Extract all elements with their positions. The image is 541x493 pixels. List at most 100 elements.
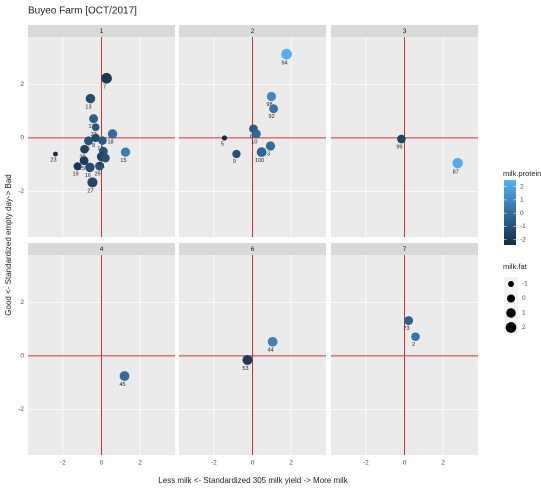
y-tick-label: -2: [18, 406, 24, 413]
point-label: 3: [267, 152, 270, 158]
colorbar-label: 0: [520, 210, 524, 217]
point-label: 27: [87, 188, 93, 194]
point-label: 5: [221, 142, 224, 148]
x-tick-label: 2: [289, 460, 293, 467]
point-label: 73: [403, 326, 409, 332]
point-label: 9: [233, 159, 236, 165]
colorbar-label: -1: [520, 223, 526, 230]
size-key-point: [506, 308, 516, 318]
point-label: 87: [453, 169, 459, 175]
point: [100, 153, 110, 163]
strip: [179, 243, 326, 255]
point: [232, 149, 241, 159]
point: [101, 72, 112, 84]
y-tick-label: 0: [20, 135, 24, 142]
strip: [331, 243, 478, 255]
point-label: 44: [268, 348, 274, 354]
point-label: 25: [79, 166, 85, 172]
strip: [331, 25, 478, 37]
point: [256, 147, 267, 158]
point-label: 45: [119, 382, 125, 388]
point-label: 4: [98, 162, 101, 168]
point: [107, 129, 118, 139]
point: [266, 91, 277, 102]
point-label: 8: [92, 143, 95, 149]
point-label: 94: [281, 60, 287, 66]
point: [281, 48, 292, 60]
point-label: 100: [255, 158, 264, 164]
size-legend-title: milk.fat: [503, 262, 528, 271]
point: [98, 136, 107, 145]
chart-title: Buyeo Farm [OCT/2017]: [28, 6, 137, 17]
point: [404, 316, 414, 326]
point: [80, 144, 89, 154]
size-key-point: [508, 281, 514, 287]
point-label: 17: [89, 124, 95, 130]
point: [53, 151, 58, 157]
size-label: 0: [522, 295, 526, 302]
point: [87, 177, 98, 188]
point-label: 7: [103, 85, 106, 91]
point-label: 18: [107, 140, 113, 146]
point: [242, 354, 253, 365]
size-key-point: [505, 322, 517, 333]
point: [251, 129, 261, 139]
point: [79, 156, 89, 166]
x-tick-label: -2: [363, 460, 369, 467]
point-label: 2: [412, 342, 415, 348]
y-tick-label: 2: [20, 299, 24, 306]
point: [452, 157, 463, 169]
colorbar-label: -2: [520, 236, 526, 243]
strip-label: 7: [403, 246, 407, 253]
point-label: 53: [242, 366, 248, 372]
strip-label: 2: [251, 28, 255, 35]
point: [91, 123, 100, 132]
size-label: -1: [522, 281, 528, 288]
point: [84, 136, 94, 146]
colorbar-label: 1: [520, 197, 524, 204]
point: [267, 336, 278, 347]
strip: [28, 25, 175, 37]
point-label: 23: [50, 157, 56, 163]
color-legend-title: milk.protein: [503, 169, 541, 178]
point-label: 98: [266, 102, 272, 108]
size-key-point: [506, 294, 516, 303]
point-label: 19: [72, 171, 78, 177]
point: [89, 114, 99, 124]
strip-label: 1: [100, 28, 104, 35]
strip-label: 3: [403, 28, 407, 35]
point: [95, 161, 105, 171]
strip: [179, 25, 326, 37]
point-label: 6: [250, 134, 253, 140]
point-label: 16: [85, 173, 91, 179]
x-tick-label: 0: [251, 460, 255, 467]
size-label: 1: [522, 310, 526, 317]
x-tick-label: -2: [60, 460, 66, 467]
y-tick-label: 2: [20, 81, 24, 88]
x-axis-title: Less milk <- Standardized 305 milk yield…: [158, 476, 348, 485]
x-tick-label: 0: [403, 460, 407, 467]
point: [85, 162, 95, 173]
y-tick-label: 0: [20, 353, 24, 360]
y-axis-title: Good <- Standardized empty day-> Bad: [4, 174, 13, 315]
y-tick-label: -2: [18, 188, 24, 195]
point: [119, 371, 130, 381]
point: [269, 104, 279, 114]
point-label: 29: [95, 171, 101, 177]
point: [91, 133, 100, 143]
point-label: 1: [102, 163, 105, 169]
point: [73, 162, 82, 171]
point: [397, 134, 406, 144]
point-label: 10: [251, 139, 257, 145]
point: [221, 135, 228, 141]
strip-label: 6: [251, 246, 255, 253]
point-label: 15: [120, 158, 126, 164]
colorbar: [504, 180, 516, 245]
x-tick-label: 2: [138, 460, 142, 467]
x-tick-label: -2: [211, 460, 217, 467]
point: [120, 147, 131, 157]
strip-label: 4: [100, 246, 104, 253]
size-label: 2: [522, 324, 526, 331]
point: [411, 332, 420, 341]
